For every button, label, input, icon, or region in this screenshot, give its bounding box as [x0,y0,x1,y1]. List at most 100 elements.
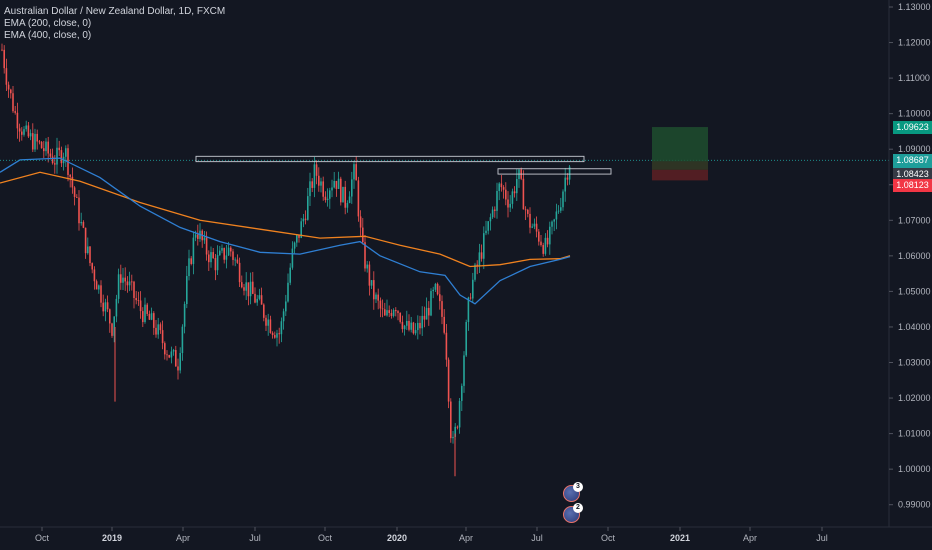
price-tag: 1.09623 [893,120,932,134]
candle-body [320,181,322,186]
candle-body [335,180,338,189]
candle-body [450,401,452,439]
candle-body [351,179,353,197]
candle-body [298,234,300,238]
candle-body [137,300,140,301]
candle-body [188,258,190,277]
candle-body [542,245,544,254]
event-count-badge: 2 [573,503,583,513]
candle-body [249,281,252,297]
candle-body [395,310,397,312]
economic-event-icon[interactable]: 3 [563,482,583,502]
candle-body [256,298,258,303]
price-tick-label: 1.12000 [898,38,931,48]
ema-400-legend[interactable]: EMA (400, close, 0) [4,30,92,41]
candle-body [241,282,243,288]
candle-body [410,322,412,330]
candle-body [364,242,366,269]
candle-body [45,141,47,152]
candle-body [18,128,21,132]
candle-body [401,321,404,330]
candle-body [329,190,331,199]
economic-event-icon[interactable]: 2 [563,503,583,523]
price-tick-label: 1.09000 [898,144,931,154]
candle-body [447,359,450,402]
candle-body [82,221,85,228]
symbol-title[interactable]: Australian Dollar / New Zealand Dollar, … [4,6,226,17]
candle-body [274,335,276,338]
candle-body [34,133,36,150]
candle-body [322,181,324,197]
candle-body [348,196,351,203]
candle-body [120,274,122,283]
time-tick-label: Jul [249,533,261,543]
candle-body [51,156,54,164]
candle-body [551,221,553,227]
candle-body [12,93,14,112]
candle-body [144,304,146,323]
candle-body [399,312,401,322]
candle-body [454,426,456,437]
time-tick-label: Apr [743,533,757,543]
candle-body [234,259,236,261]
candle-body [102,302,104,312]
candle-body [304,218,307,220]
candle-body [487,221,489,231]
candle-body [236,259,239,263]
candle-body [436,283,439,295]
candle-body [377,294,379,301]
long-position-stop-zone [652,169,708,181]
candle-body [166,354,168,356]
candle-body [172,350,175,352]
candle-body [265,317,267,326]
candle-body [285,301,287,312]
candle-body [73,187,76,197]
candle-body [386,310,388,316]
candle-body [109,309,111,324]
candle-body [170,351,173,358]
chart-legend: Australian Dollar / New Zealand Dollar, … [4,6,225,42]
candle-body [122,277,124,283]
candle-body [106,302,109,310]
candle-body [527,209,529,214]
candle-body [80,221,82,224]
candle-body [496,190,498,211]
candle-body [164,343,166,355]
candle-body [498,183,500,191]
price-tick-label: 1.06000 [898,251,931,261]
candle-body [161,330,164,344]
candle-body [469,297,472,299]
candle-body [100,285,102,303]
candle-body [425,307,428,320]
candle-body [342,186,344,203]
candle-body [159,324,162,331]
candle-body [219,250,221,256]
price-axis: 1.130001.120001.110001.100001.090001.080… [888,0,931,527]
candle-body [403,325,406,330]
candle-body [313,164,316,188]
candle-body [439,294,441,302]
candle-body [366,264,368,269]
candle-body [296,234,298,243]
price-tick-label: 1.01000 [898,429,931,439]
candle-body [245,282,247,291]
candle-body [139,300,142,312]
candle-body [472,279,474,299]
candle-body [368,264,371,286]
candle-body [84,227,87,254]
price-tick-label: 1.13000 [898,2,931,12]
candle-body [194,234,197,238]
candle-body [21,131,23,135]
candle-body [452,436,454,439]
candle-body [126,281,129,286]
candle-body [260,295,263,305]
candle-body [289,267,291,283]
candle-body [10,89,12,94]
candle-body [357,180,360,217]
candle-body [43,148,45,152]
candle-body [373,280,375,300]
candle-body [16,112,19,129]
ema-200-legend[interactable]: EMA (200, close, 0) [4,18,92,29]
